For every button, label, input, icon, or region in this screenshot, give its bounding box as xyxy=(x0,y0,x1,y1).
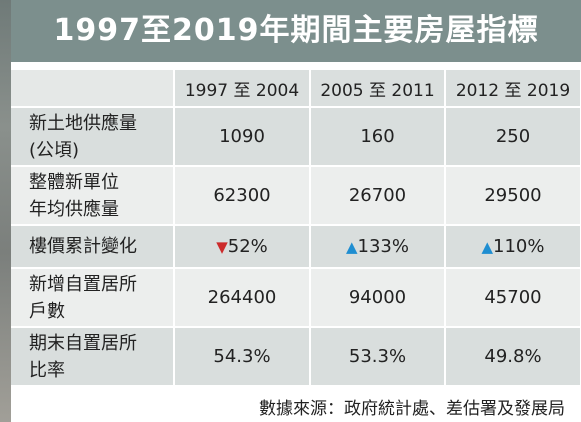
table-row: 新土地供應量 (公頃) 1090 160 250 xyxy=(11,107,581,167)
row-label-line: (公頃) xyxy=(29,139,80,161)
housing-indicators-table: 1997 至 2004 2005 至 2011 2012 至 2019 新土地供… xyxy=(11,70,581,387)
table-cell: 160 xyxy=(310,107,446,167)
table-cell: 94000 xyxy=(310,268,446,328)
column-header: 2012 至 2019 xyxy=(445,70,581,108)
row-label-line: 期末自置居所 xyxy=(29,332,137,354)
table-row: 新增自置居所 戶數 264400 94000 45700 xyxy=(11,268,581,328)
row-label-line: 比率 xyxy=(29,359,65,381)
table-cell: 1090 xyxy=(174,107,311,167)
table-cell: 54.3% xyxy=(174,327,311,387)
row-label-line: 樓價累計變化 xyxy=(29,236,137,257)
row-label: 期末自置居所 比率 xyxy=(11,327,175,387)
column-header: 2005 至 2011 xyxy=(310,70,446,108)
table-cell: 53.3% xyxy=(310,327,446,387)
table-cell: 45700 xyxy=(445,268,581,328)
cell-value: 52% xyxy=(227,236,268,257)
row-label-line: 年均供應量 xyxy=(29,198,119,220)
table-cell: 250 xyxy=(445,107,581,167)
table-row: 樓價累計變化 ▼52% ▲133% ▲110% xyxy=(11,225,581,269)
table-row: 整體新單位 年均供應量 62300 26700 29500 xyxy=(11,166,581,226)
source-note: 數據來源：政府統計處、差估署及發展局 xyxy=(259,399,565,419)
table-cell: 29500 xyxy=(445,166,581,226)
row-label: 新土地供應量 (公頃) xyxy=(11,107,175,167)
cell-value: 110% xyxy=(493,236,545,257)
title-banner: 1997至2019年期間主要房屋指標 xyxy=(11,0,581,62)
row-label: 樓價累計變化 xyxy=(11,225,175,269)
table-cell: ▲133% xyxy=(310,225,446,269)
row-label: 整體新單位 年均供應量 xyxy=(11,166,175,226)
row-label-line: 新增自置居所 xyxy=(29,273,137,295)
table-header-row: 1997 至 2004 2005 至 2011 2012 至 2019 xyxy=(11,70,581,108)
table-cell: ▲110% xyxy=(445,225,581,269)
up-triangle-icon: ▲ xyxy=(345,238,358,256)
row-label: 新增自置居所 戶數 xyxy=(11,268,175,328)
table-title: 1997至2019年期間主要房屋指標 xyxy=(53,13,539,48)
table-cell: 62300 xyxy=(174,166,311,226)
cell-value: 133% xyxy=(357,236,409,257)
table-cell: ▼52% xyxy=(174,225,311,269)
background-photo-strip xyxy=(0,0,11,422)
row-label-line: 戶數 xyxy=(29,300,65,322)
up-triangle-icon: ▲ xyxy=(481,238,494,256)
table-cell: 264400 xyxy=(174,268,311,328)
table-cell: 49.8% xyxy=(445,327,581,387)
row-label-line: 新土地供應量 xyxy=(29,112,137,134)
row-label-line: 整體新單位 xyxy=(29,171,119,193)
down-triangle-icon: ▼ xyxy=(216,238,228,256)
table-row: 期末自置居所 比率 54.3% 53.3% 49.8% xyxy=(11,327,581,387)
header-corner-cell xyxy=(11,70,175,108)
table-cell: 26700 xyxy=(310,166,446,226)
column-header: 1997 至 2004 xyxy=(174,70,311,108)
